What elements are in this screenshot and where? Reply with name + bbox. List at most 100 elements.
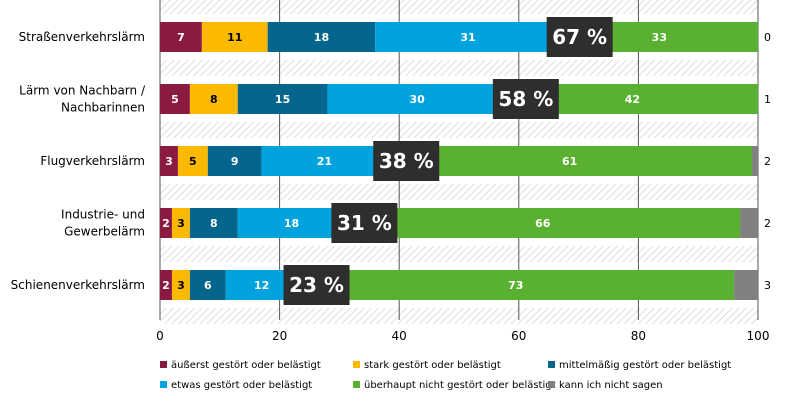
highlight-box: [373, 141, 440, 181]
bar-value-label: 73: [508, 279, 523, 292]
x-tick-label: 0: [156, 329, 164, 343]
bar-segment: [177, 146, 208, 176]
bar-value-label: 21: [317, 155, 332, 168]
bar-segment: [387, 146, 753, 176]
bar-value-label: 7: [177, 31, 185, 44]
bar-value-label: 61: [562, 155, 577, 168]
bar-segment: [734, 270, 758, 300]
highlight-total-label: 67 %: [552, 25, 607, 49]
bar-value-label: 11: [227, 31, 242, 44]
bar-value-label: 8: [210, 93, 218, 106]
row-separator-band: [160, 60, 758, 76]
bar-value-label: 2: [162, 217, 170, 230]
legend-label: überhaupt nicht gestört oder belästigt: [364, 380, 556, 391]
bar-segment: [237, 84, 328, 114]
highlight-box: [283, 265, 350, 305]
bar-value-label: 18: [284, 217, 299, 230]
legend-label: kann ich nicht sagen: [559, 380, 663, 391]
bar-segment: [160, 84, 190, 114]
x-tick-label: 80: [631, 329, 646, 343]
side-values: 0 1 2 2 3: [764, 31, 771, 292]
highlight-total-label: 58 %: [498, 87, 553, 111]
bar-segment: [160, 146, 178, 176]
legend-swatch: [160, 361, 167, 368]
bar-value-label: 5: [171, 93, 179, 106]
legend-label: stark gestört oder belästigt: [364, 360, 501, 371]
bar-segment: [160, 22, 202, 52]
bar-segment: [189, 84, 238, 114]
side-value-label: 2: [764, 155, 771, 168]
row-separator-band: [160, 122, 758, 138]
bar-segment: [160, 208, 172, 238]
highlight-total-label: 23 %: [289, 273, 344, 297]
legend: äußerst gestört oder belästigt stark gest…: [160, 360, 731, 391]
side-value-label: 1: [764, 93, 771, 106]
bar-value-label: 31: [460, 31, 475, 44]
bar-value-label: 3: [177, 279, 185, 292]
side-value-label: 3: [764, 279, 771, 292]
legend-label: etwas gestört oder belästigt: [171, 380, 312, 391]
bar-value-label: 6: [204, 279, 212, 292]
legend-label: mittelmäßig gestört oder belästigt: [559, 360, 731, 371]
category-labels: Straßenverkehrslärm Lärm von Nachbarn / Na…: [11, 30, 146, 292]
side-value-label: 2: [764, 217, 771, 230]
bar-value-label: 30: [409, 93, 425, 106]
category-label: Schienenverkehrslärm: [11, 278, 145, 292]
legend-swatch: [160, 381, 167, 388]
category-label: Industrie- und Gewerbelärm: [61, 208, 145, 239]
bar-value-label: 2: [162, 279, 170, 292]
x-tick-label: 100: [747, 329, 770, 343]
highlight-box: [546, 17, 613, 57]
category-label: Lärm von Nachbarn / Nachbarinnen: [19, 84, 146, 115]
bar-segment: [345, 208, 741, 238]
row-separator-band: [160, 246, 758, 262]
bar-segment: [189, 208, 238, 238]
category-label: Straßenverkehrslärm: [19, 30, 145, 44]
row-separator-band: [160, 0, 758, 14]
bar-segment: [327, 84, 507, 114]
category-label: Flugverkehrslärm: [40, 154, 145, 168]
x-tick-label: 60: [511, 329, 526, 343]
bar-segment: [261, 146, 388, 176]
bar-segment: [297, 270, 735, 300]
legend-swatch: [548, 381, 555, 388]
bar-segment: [375, 22, 561, 52]
bar-value-label: 42: [625, 93, 640, 106]
x-tick-label: 40: [392, 329, 407, 343]
bars: 7 11 18 31 335 8 15 30 423 5 9 21 612 3 8 18 662 3 6 12 73: [160, 22, 758, 300]
bar-segment: [267, 22, 376, 52]
bar-segment: [207, 146, 262, 176]
highlight-total-label: 31 %: [337, 211, 392, 235]
bar-segment: [201, 22, 268, 52]
bar-value-label: 18: [314, 31, 329, 44]
bar-value-label: 9: [231, 155, 239, 168]
bar-segment: [171, 270, 190, 300]
row-separator-band: [160, 308, 758, 324]
x-axis-ticks: 0 20 40 60 80 100: [156, 329, 769, 343]
bar-value-label: 33: [652, 31, 667, 44]
highlight-box: [492, 79, 559, 119]
legend-label: äußerst gestört oder belästigt: [171, 360, 321, 371]
highlight-total-label: 38 %: [379, 149, 434, 173]
bar-value-label: 8: [210, 217, 218, 230]
side-value-label: 0: [764, 31, 771, 44]
bar-value-label: 12: [254, 279, 269, 292]
bar-value-label: 66: [535, 217, 551, 230]
bar-value-label: 3: [177, 217, 185, 230]
bar-segment: [237, 208, 346, 238]
highlight-boxes: 67 % 58 % 38 % 31 % 23 %: [283, 17, 613, 305]
highlight-box: [331, 203, 398, 243]
bar-value-label: 15: [275, 93, 290, 106]
legend-swatch: [548, 361, 555, 368]
bar-segment: [160, 270, 172, 300]
row-separator-band: [160, 184, 758, 200]
bar-value-label: 5: [189, 155, 197, 168]
bar-segment: [740, 208, 758, 238]
bar-value-label: 3: [165, 155, 173, 168]
x-tick-label: 20: [272, 329, 287, 343]
bar-segment: [171, 208, 190, 238]
bar-segment: [752, 146, 758, 176]
row-bands: [160, 0, 758, 324]
legend-swatch: [353, 381, 360, 388]
bar-segment: [189, 270, 226, 300]
